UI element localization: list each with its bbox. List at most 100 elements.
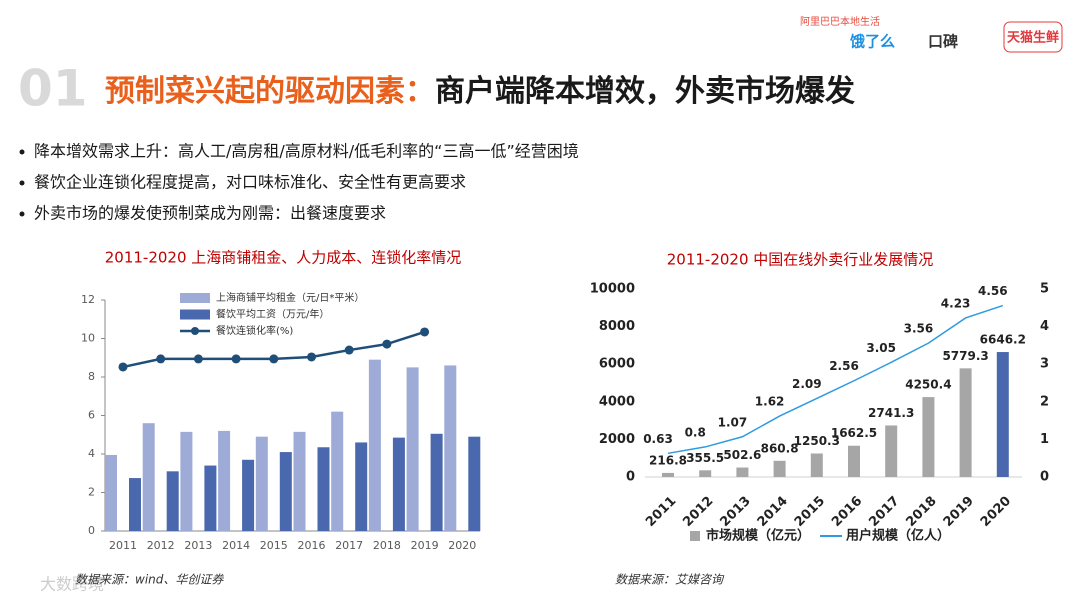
- data-label: 3.05: [866, 341, 896, 355]
- x-tick-label: 2013: [184, 539, 212, 552]
- x-tick-label: 2017: [866, 494, 902, 530]
- line-marker: [118, 362, 128, 372]
- bar: [885, 425, 898, 477]
- y-tick-label: 0: [626, 470, 635, 485]
- watermark: 大数跨境: [40, 575, 104, 594]
- y2-tick-label: 3: [1040, 357, 1049, 372]
- source-note: 数据来源：wind、华创证券: [75, 573, 224, 587]
- y2-tick-label: 4: [1040, 319, 1049, 334]
- x-tick-label: 2013: [718, 494, 754, 530]
- y-tick-label: 4000: [599, 394, 635, 409]
- x-tick-label: 2016: [298, 539, 326, 552]
- bullet-dot: [19, 149, 25, 155]
- x-tick-label: 2019: [941, 494, 977, 530]
- line-marker: [344, 345, 354, 355]
- data-label: 2.56: [829, 359, 859, 373]
- legend-label: 用户规模（亿人）: [845, 528, 950, 544]
- bar: [293, 431, 306, 531]
- y-tick-label: 8: [88, 370, 95, 383]
- y-tick-label: 2: [88, 486, 95, 499]
- bullet-dot: [19, 180, 25, 186]
- data-label: 1.07: [718, 415, 748, 429]
- bar: [699, 470, 712, 477]
- data-label: 5779.3: [942, 349, 988, 363]
- legend-label: 餐饮连锁化率(%): [216, 324, 293, 337]
- bar: [279, 452, 292, 531]
- x-tick-label: 2014: [222, 539, 250, 552]
- bar: [331, 411, 344, 531]
- bullet: 降本增效需求上升：高人工/高房租/高原材料/低毛利率的“三高一低”经营困境: [34, 142, 579, 161]
- y2-tick-label: 1: [1040, 432, 1049, 447]
- x-tick-label: 2015: [792, 494, 828, 530]
- legend-swatch: [180, 293, 210, 303]
- line-marker: [420, 327, 430, 337]
- bar: [444, 365, 457, 531]
- data-label: 1662.5: [831, 426, 877, 440]
- line-marker: [156, 354, 166, 364]
- data-label: 4.56: [978, 284, 1008, 298]
- bar: [218, 430, 231, 531]
- bar: [204, 465, 217, 531]
- x-tick-label: 2012: [680, 494, 716, 530]
- title-highlight: 预制菜兴起的驱动因素：: [105, 74, 435, 109]
- bar: [773, 460, 786, 477]
- bar: [255, 436, 268, 531]
- data-label: 0.8: [685, 425, 706, 439]
- y-tick-label: 10: [81, 332, 95, 345]
- bar: [368, 359, 381, 531]
- x-tick-label: 2016: [829, 494, 865, 530]
- bar: [662, 472, 674, 477]
- chart-title: 2011-2020 上海商铺租金、人力成本、连锁化率情况: [105, 249, 462, 267]
- bar: [242, 459, 255, 531]
- bar: [736, 467, 749, 477]
- brand: 饿了么: [849, 33, 895, 51]
- bar: [810, 453, 823, 477]
- data-label: 0.63: [643, 432, 673, 446]
- line-marker: [269, 354, 279, 364]
- x-tick-label: 2011: [643, 494, 679, 530]
- bullet: 餐饮企业连锁化程度提高，对口味标准化、安全性有更高要求: [34, 173, 466, 192]
- y-tick-label: 8000: [599, 319, 635, 334]
- bar: [959, 368, 972, 477]
- brand: 天猫生鲜: [1007, 30, 1059, 46]
- x-tick-label: 2017: [335, 539, 363, 552]
- brand-tagline: 阿里巴巴本地生活: [800, 15, 880, 28]
- legend-label: 餐饮平均工资（万元/年）: [216, 308, 329, 321]
- brand: 口碑: [928, 33, 958, 51]
- x-tick-label: 2018: [373, 539, 401, 552]
- brand-box: [1003, 21, 1063, 53]
- line-marker: [231, 354, 241, 364]
- x-tick-label: 2014: [755, 494, 791, 530]
- data-label: 4.23: [941, 296, 971, 310]
- bar: [142, 423, 155, 531]
- data-label: 6646.2: [980, 333, 1026, 347]
- data-label: 2741.3: [868, 406, 914, 420]
- data-label: 4250.4: [905, 378, 951, 392]
- y2-tick-label: 2: [1040, 394, 1049, 409]
- data-label: 1.62: [755, 395, 785, 409]
- y-tick-label: 4: [88, 447, 95, 460]
- y-tick-label: 12: [81, 293, 95, 306]
- bar: [468, 436, 481, 531]
- x-tick-label: 2012: [147, 539, 175, 552]
- bar: [996, 352, 1009, 477]
- bar: [166, 471, 179, 531]
- bar: [922, 397, 935, 477]
- line-marker: [307, 352, 316, 362]
- x-tick-label: 2019: [411, 539, 439, 552]
- legend-swatch: [690, 531, 700, 541]
- x-tick-label: 2020: [978, 494, 1014, 530]
- data-label: 1250.3: [794, 434, 840, 448]
- legend-swatch: [180, 309, 210, 320]
- section-number: 01: [18, 60, 88, 118]
- y-tick-label: 0: [88, 524, 95, 537]
- data-label: 3.56: [904, 322, 934, 336]
- y2-tick-label: 0: [1040, 470, 1049, 485]
- bar: [392, 437, 405, 531]
- slide-title: 预制菜兴起的驱动因素：商户端降本增效，外卖市场爆发: [105, 74, 855, 109]
- legend-label: 上海商铺平均租金（元/日*平米）: [216, 291, 364, 304]
- line-marker: [382, 339, 392, 349]
- x-tick-label: 2011: [109, 539, 137, 552]
- line: [667, 304, 1004, 455]
